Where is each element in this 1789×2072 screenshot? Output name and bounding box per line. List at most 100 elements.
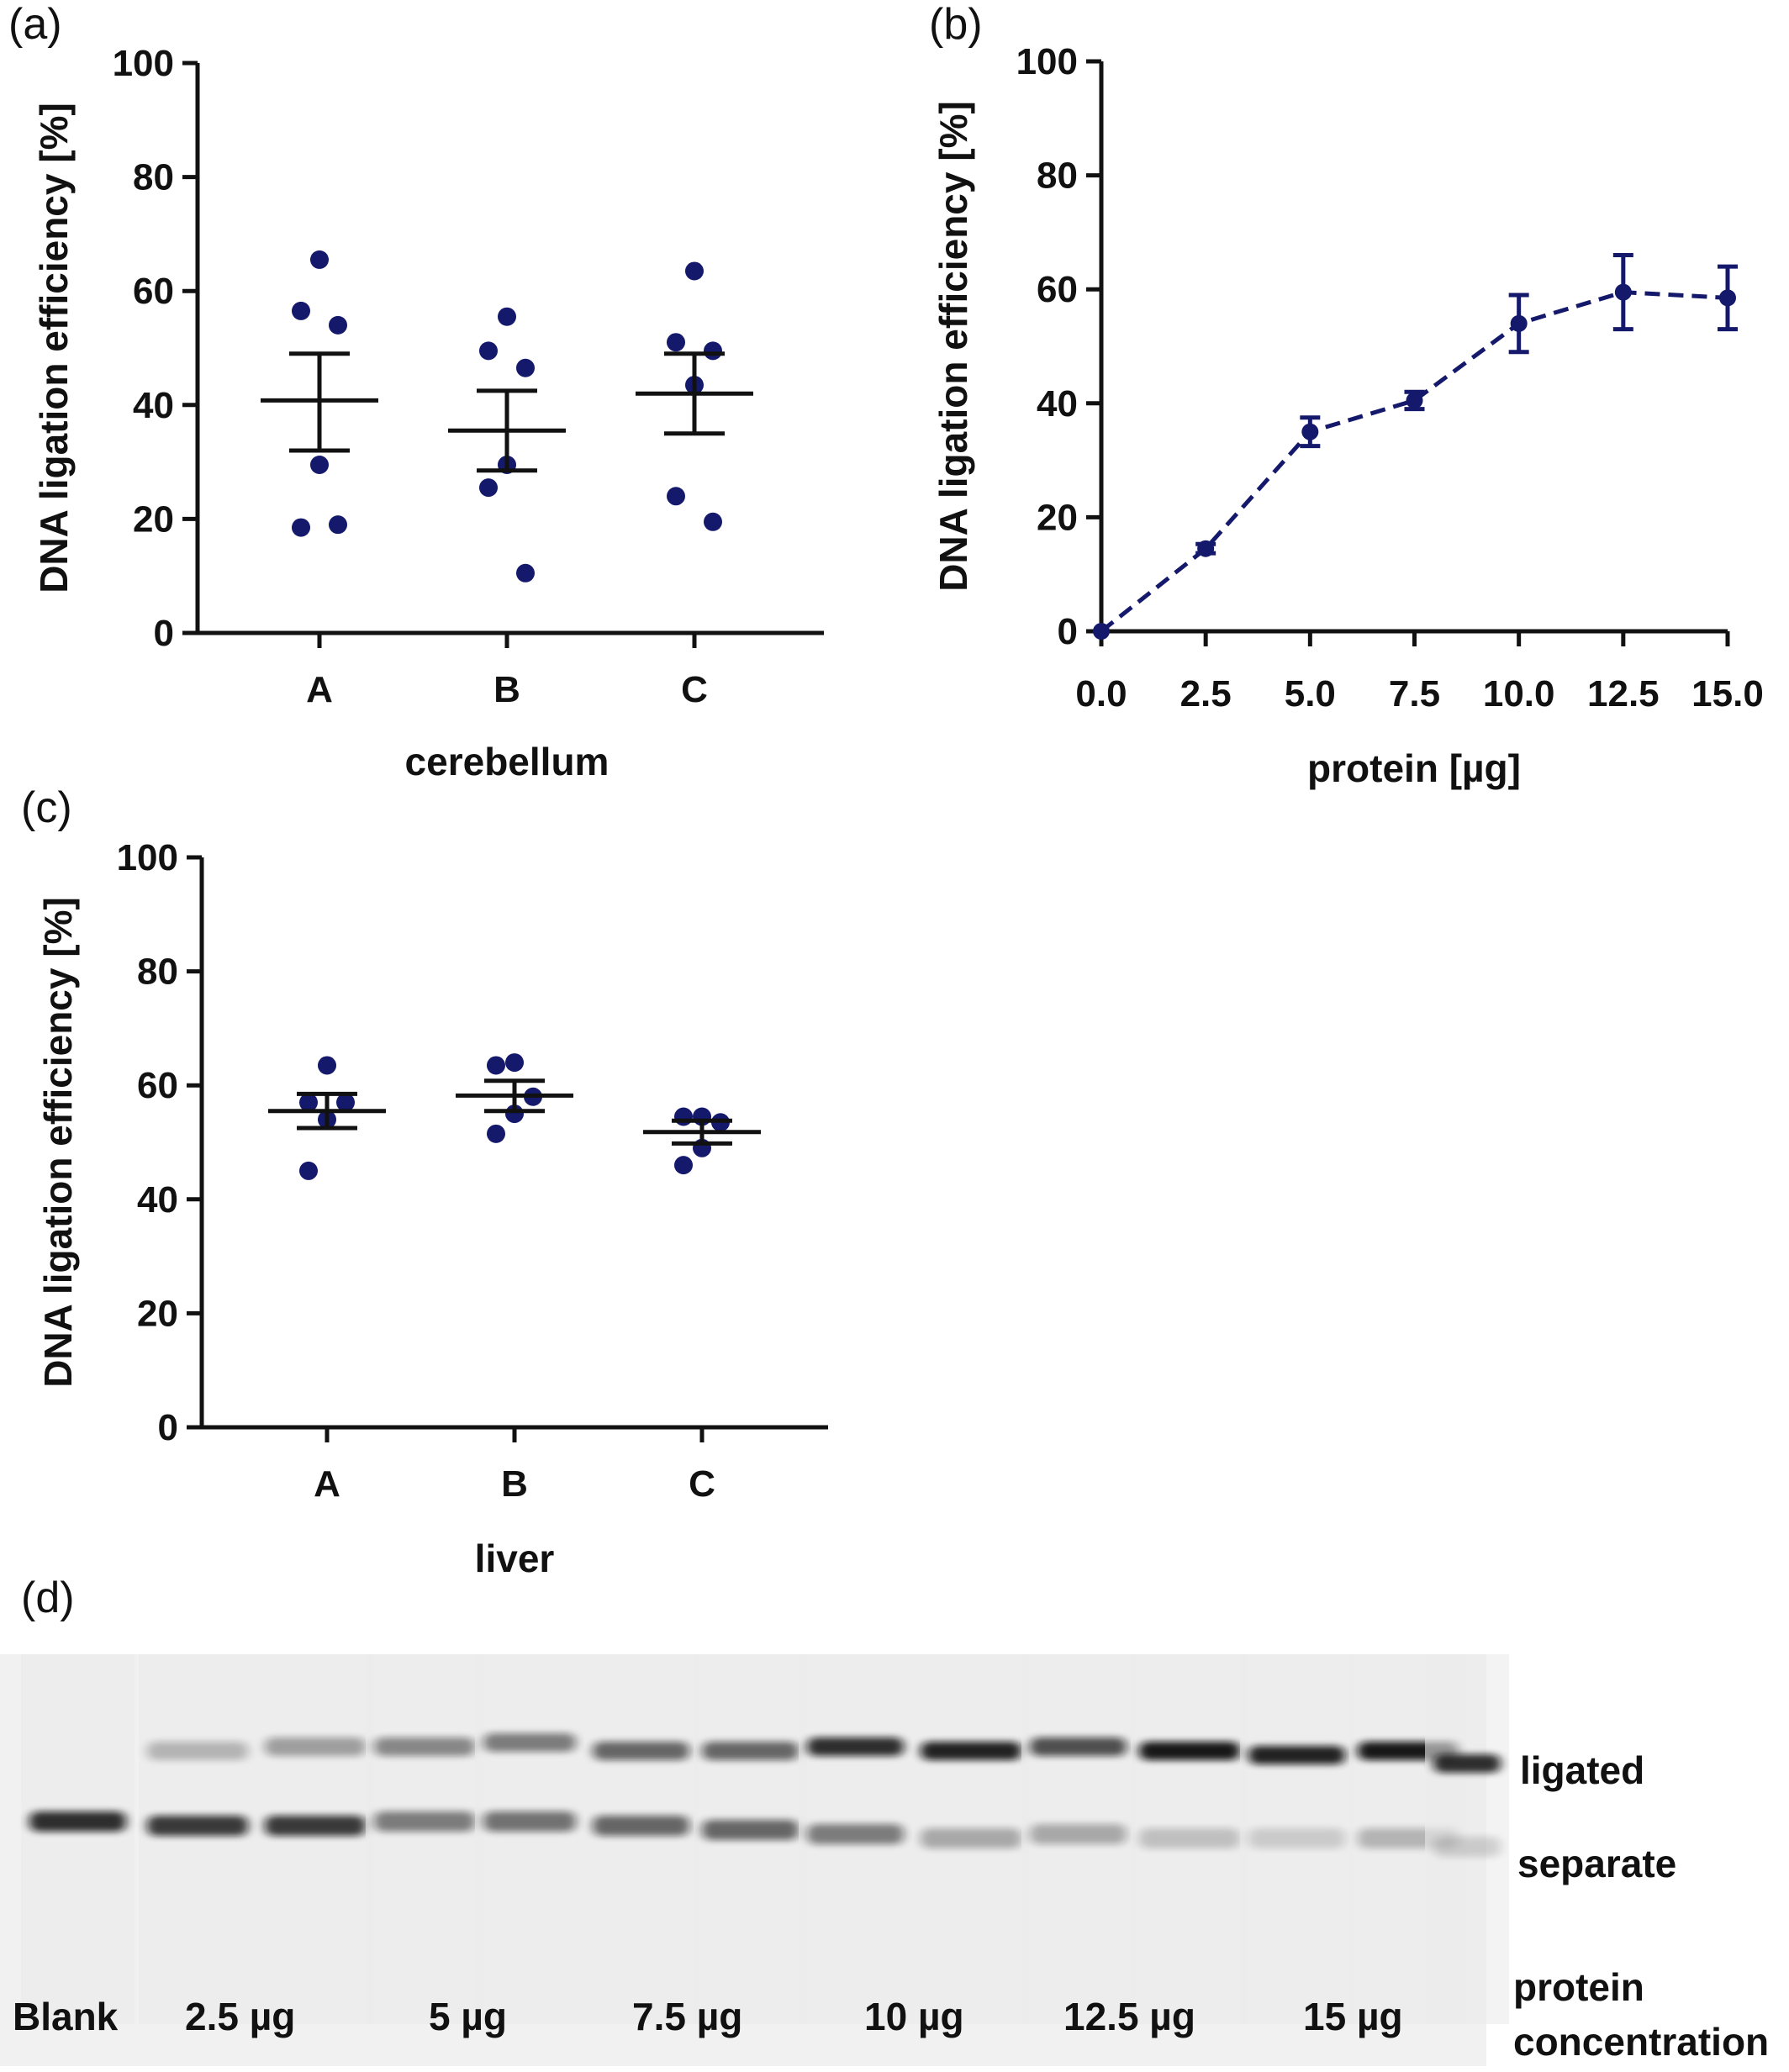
data-point bbox=[516, 563, 535, 583]
data-point bbox=[310, 455, 329, 474]
ligated-band bbox=[1248, 1746, 1345, 1764]
data-point bbox=[516, 358, 535, 377]
series-A bbox=[268, 1056, 386, 1180]
panel-letter-c: (c) bbox=[21, 783, 72, 832]
y-tick-label: 100 bbox=[113, 43, 174, 84]
data-point bbox=[704, 341, 722, 361]
band-label-separate: separate bbox=[1517, 1842, 1676, 1885]
separate-band bbox=[1433, 1837, 1501, 1857]
y-tick-label: 40 bbox=[1037, 383, 1078, 424]
series-C bbox=[636, 261, 753, 531]
band-label-ligated: ligated bbox=[1520, 1748, 1644, 1792]
series-A bbox=[261, 250, 378, 537]
x-tick-label: 12.5 bbox=[1587, 673, 1660, 714]
protein-concentration-label-line2: concentration bbox=[1513, 2020, 1769, 2064]
data-point bbox=[479, 341, 498, 361]
y-axis-label: DNA ligation efficiency [%] bbox=[931, 101, 975, 592]
lane-label: 2.5 µg bbox=[185, 1995, 295, 2038]
data-point bbox=[498, 307, 516, 326]
chart-cerebellum: 0 20 40 60 80 100 DNA ligation efficiency [%] A… bbox=[32, 43, 824, 783]
data-point bbox=[310, 250, 329, 269]
data-point bbox=[1719, 289, 1736, 307]
x-axis-label: cerebellum bbox=[405, 740, 610, 783]
y-tick-label: 80 bbox=[1037, 156, 1078, 197]
data-point bbox=[329, 315, 347, 335]
y-tick-label: 60 bbox=[137, 1065, 178, 1106]
y-axis-label: DNA ligation efficiency [%] bbox=[36, 897, 80, 1388]
series-B bbox=[456, 1053, 573, 1143]
y-tick-label: 80 bbox=[133, 157, 174, 198]
gel-lane bbox=[139, 1654, 256, 2024]
y-tick-label: 40 bbox=[137, 1179, 178, 1221]
gel-lanes bbox=[21, 1654, 1509, 2024]
data-point bbox=[299, 1161, 318, 1180]
data-point bbox=[667, 333, 685, 352]
separate-band bbox=[1030, 1824, 1127, 1844]
separate-band bbox=[593, 1816, 689, 1836]
ligated-band bbox=[147, 1742, 248, 1760]
y-tick-label: 100 bbox=[117, 837, 178, 878]
y-tick-label: 80 bbox=[137, 952, 178, 993]
series-line bbox=[1100, 290, 1728, 633]
separate-band bbox=[921, 1828, 1021, 1848]
data-point bbox=[667, 487, 685, 506]
separate-band bbox=[702, 1820, 799, 1840]
series-C bbox=[643, 1107, 761, 1175]
gel-lane bbox=[366, 1654, 483, 2024]
y-tick-label: 20 bbox=[133, 498, 174, 540]
data-point bbox=[685, 261, 704, 281]
x-tick-label: 5.0 bbox=[1285, 673, 1336, 714]
separate-band bbox=[265, 1816, 366, 1836]
y-tick-label: 0 bbox=[154, 613, 174, 654]
x-tick-label: 10.0 bbox=[1483, 673, 1555, 714]
panel-letter-d: (d) bbox=[21, 1574, 75, 1622]
y-tick-label: 60 bbox=[133, 271, 174, 312]
ligated-band bbox=[807, 1737, 904, 1756]
data-point bbox=[1510, 314, 1528, 332]
series-B bbox=[448, 307, 566, 583]
y-tick-label: 20 bbox=[137, 1293, 178, 1334]
panel-letter-a: (a) bbox=[8, 0, 62, 49]
ligated-band bbox=[483, 1733, 576, 1752]
x-tick-label: C bbox=[681, 669, 708, 710]
x-tick-label: A bbox=[314, 1463, 340, 1505]
x-tick-label: 0.0 bbox=[1075, 673, 1127, 714]
y-axis-label: DNA ligation efficiency [%] bbox=[32, 103, 76, 593]
data-point bbox=[329, 515, 347, 535]
ligated-band bbox=[1030, 1737, 1127, 1756]
x-tick-label: B bbox=[501, 1463, 528, 1505]
ligated-band bbox=[702, 1742, 799, 1760]
ligated-band bbox=[921, 1742, 1021, 1760]
data-point bbox=[487, 1056, 505, 1075]
data-point bbox=[318, 1056, 336, 1075]
separate-band bbox=[147, 1816, 248, 1836]
ligated-band bbox=[1139, 1742, 1240, 1760]
y-tick-label: 0 bbox=[158, 1407, 178, 1448]
x-tick-label: C bbox=[689, 1463, 715, 1505]
data-point bbox=[292, 518, 310, 537]
ligated-band bbox=[1433, 1754, 1501, 1773]
x-tick-label: A bbox=[306, 669, 333, 710]
gel-lane bbox=[256, 1654, 374, 2024]
data-point bbox=[674, 1156, 693, 1175]
gel-lane bbox=[584, 1654, 698, 2024]
separate-band bbox=[807, 1824, 904, 1844]
data-point bbox=[1614, 283, 1632, 301]
gel-image: ligated separate protein concentration B… bbox=[0, 1654, 1769, 2066]
y-tick-label: 60 bbox=[1037, 269, 1078, 310]
data-point bbox=[1301, 423, 1319, 440]
x-tick-label: B bbox=[493, 669, 520, 710]
x-tick-label: 7.5 bbox=[1389, 673, 1440, 714]
data-point bbox=[479, 478, 498, 498]
data-point bbox=[336, 1093, 355, 1112]
separate-band bbox=[1248, 1828, 1345, 1848]
chart-liver: 0 20 40 60 80 100 DNA ligation efficiency [%] A… bbox=[36, 837, 828, 1580]
y-tick-label: 20 bbox=[1037, 497, 1078, 538]
data-point bbox=[704, 512, 722, 531]
data-point bbox=[1406, 392, 1423, 409]
x-tick-label: 15.0 bbox=[1691, 673, 1764, 714]
separate-band bbox=[374, 1811, 475, 1832]
data-point bbox=[1093, 623, 1110, 640]
x-axis-label: liver bbox=[475, 1537, 555, 1580]
